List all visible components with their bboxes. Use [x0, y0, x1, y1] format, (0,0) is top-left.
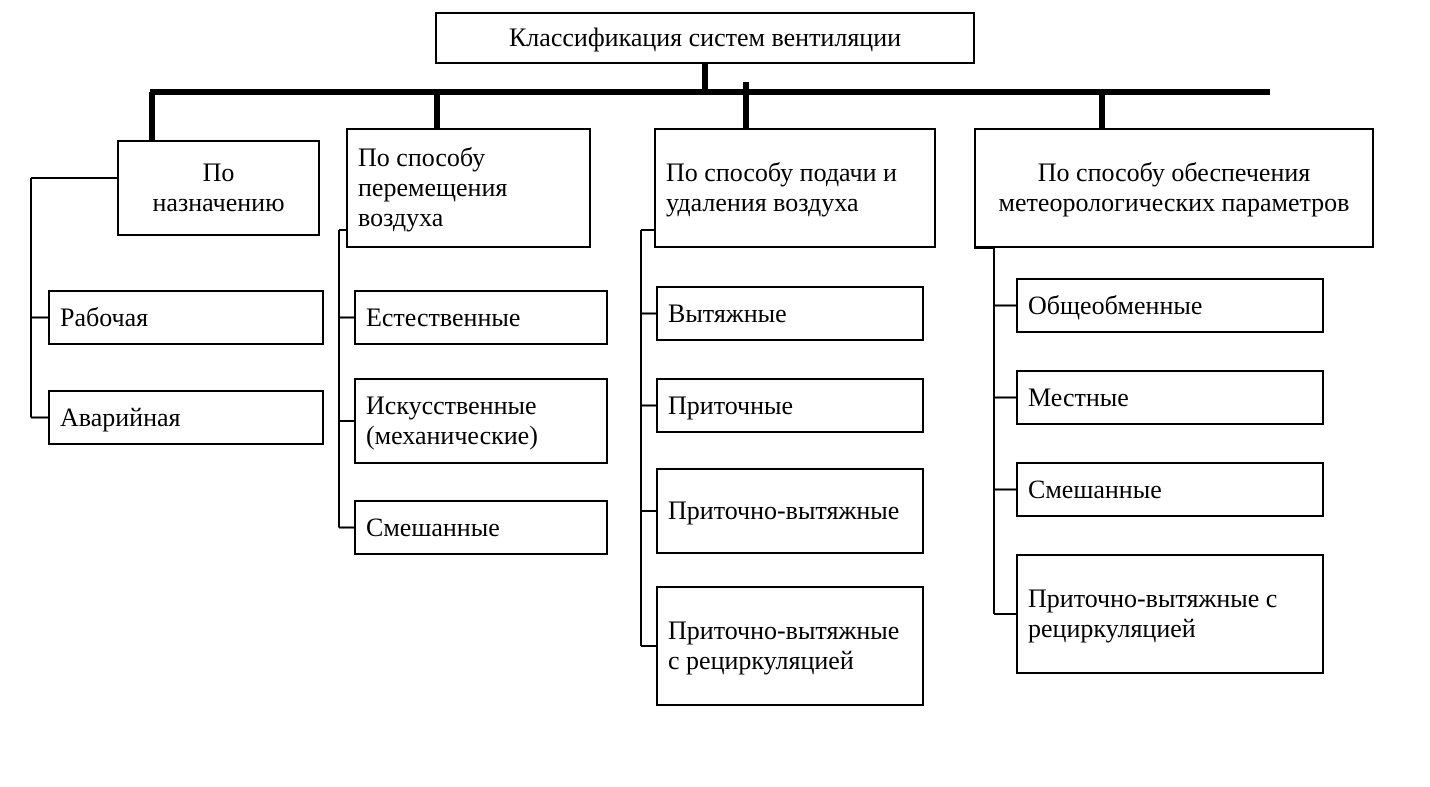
leaf-node: Естественные: [354, 290, 608, 345]
branch-header-movement: По способу перемещения воздуха: [346, 128, 591, 248]
leaf-node: Приточные: [656, 378, 924, 433]
leaf-node: Аварийная: [48, 390, 324, 445]
leaf-label: Смешанные: [1028, 475, 1162, 505]
leaf-node: Приточно-вытяжные с рециркуляцией: [1016, 554, 1324, 674]
leaf-node: Смешанные: [354, 500, 608, 555]
leaf-node: Рабочая: [48, 290, 324, 345]
leaf-label: Местные: [1028, 383, 1129, 413]
branch-header-supply_removal: По способу подачи и удаления воздуха: [654, 128, 936, 248]
leaf-label: Естественные: [366, 303, 520, 333]
branch-header-label: По способу перемещения воздуха: [358, 143, 579, 233]
leaf-node: Общеобменные: [1016, 278, 1324, 333]
leaf-label: Приточные: [668, 391, 793, 421]
leaf-label: Общеобменные: [1028, 291, 1202, 321]
leaf-label: Приточно-вытяжные с рециркуляцией: [668, 616, 912, 676]
leaf-node: Приточно-вытяжные: [656, 468, 924, 554]
leaf-label: Искусственные (механические): [366, 391, 596, 451]
branch-header-label: По назначению: [152, 158, 284, 218]
root-node: Классификация систем вентиляции: [435, 12, 975, 64]
leaf-label: Аварийная: [60, 403, 181, 433]
branch-header-label: По способу подачи и удаления воздуха: [666, 158, 924, 218]
leaf-label: Смешанные: [366, 513, 500, 543]
leaf-label: Приточно-вытяжные с рециркуляцией: [1028, 584, 1312, 644]
branch-header-meteo: По способу обеспечения метеорологических…: [974, 128, 1374, 248]
branch-header-label: По способу обеспечения метеорологических…: [986, 158, 1362, 218]
leaf-node: Приточно-вытяжные с рециркуляцией: [656, 586, 924, 706]
branch-header-purpose: По назначению: [117, 140, 320, 236]
leaf-node: Местные: [1016, 370, 1324, 425]
root-label: Классификация систем вентиляции: [509, 23, 901, 53]
leaf-node: Искусственные (механические): [354, 378, 608, 464]
leaf-node: Смешанные: [1016, 462, 1324, 517]
leaf-label: Рабочая: [60, 303, 148, 333]
leaf-label: Вытяжные: [668, 299, 787, 329]
leaf-label: Приточно-вытяжные: [668, 496, 899, 526]
leaf-node: Вытяжные: [656, 286, 924, 341]
